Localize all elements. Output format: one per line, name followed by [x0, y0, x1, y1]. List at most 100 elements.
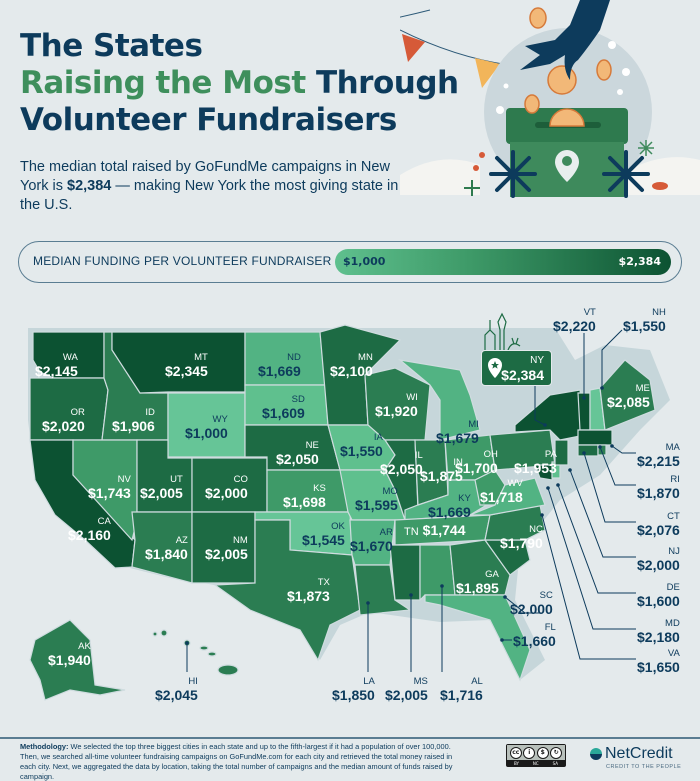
title-line-3: Volunteer Fundraisers [20, 102, 397, 138]
state-abbrev: AL [471, 676, 483, 687]
state-value: $2,215 [637, 452, 680, 469]
state-value: $1,669 [258, 362, 301, 379]
state-abbrev: RI [670, 474, 680, 485]
state-value: $1,700 [455, 459, 498, 476]
state-value: $2,076 [637, 521, 680, 538]
state-label-il: IL $2,050 [380, 451, 423, 476]
callout-lines [186, 329, 636, 672]
state-value: $1,669 [428, 503, 471, 520]
state-label-ma: MA $2,215 [637, 443, 680, 468]
state-label-la: LA $1,850 [332, 677, 375, 702]
state-abbrev: SC [539, 590, 553, 601]
state-abbrev: ME [635, 383, 650, 394]
netcredit-logo[interactable]: NetCredit CREDIT TO THE PEOPLE [590, 745, 681, 770]
bunting-icon [400, 9, 561, 88]
state-fl [424, 594, 531, 682]
state-ct [577, 444, 599, 457]
state-abbrev: WY [212, 414, 228, 425]
state-label-ct: CT $2,076 [637, 512, 680, 537]
state-value: $1,670 [350, 537, 393, 554]
state-value: $2,345 [165, 362, 208, 379]
state-abbrev: NH [652, 307, 666, 318]
state-value: $1,906 [112, 417, 155, 434]
state-ms [389, 544, 421, 601]
state-abbrev: SD [291, 394, 305, 405]
callout-dots [185, 386, 614, 645]
state-label-wy: WY $1,000 [185, 415, 228, 440]
state-value: $2,050 [276, 450, 319, 467]
state-abbrev: MO [382, 486, 398, 497]
state-abbrev: AZ [175, 535, 188, 546]
state-value: $2,020 [42, 417, 85, 434]
state-label-mt: MT $2,345 [165, 353, 208, 378]
state-value: $1,716 [440, 686, 483, 703]
state-abbrev: FL [544, 622, 556, 633]
state-label-ok: OK $1,545 [302, 522, 345, 547]
by-attribution-icon: i [523, 746, 536, 759]
state-label-mn: MN $2,100 [330, 353, 373, 378]
state-abbrev: NC [529, 524, 543, 535]
state-value: $2,005 [205, 545, 248, 562]
state-value: $1,840 [145, 545, 188, 562]
state-ak [29, 619, 126, 701]
coins-icon [524, 7, 612, 127]
state-abbrev: ID [145, 407, 155, 418]
state-label-va: VA $1,650 [637, 649, 680, 674]
state-label-wi: WI $1,920 [375, 393, 418, 418]
legend-max-value: $2,384 [618, 255, 661, 268]
subtitle-text-end: — making New York the most giving state … [20, 178, 399, 213]
state-label-md: MD $2,180 [637, 619, 680, 644]
state-abbrev: OH [483, 449, 498, 460]
legend-label: MEDIAN FUNDING PER VOLUNTEER FUNDRAISER … [33, 254, 351, 268]
state-label-tn: TN $1,744 [404, 523, 466, 539]
creative-commons-badge[interactable]: cc i $ ↻ BY NC SA [506, 744, 566, 767]
state-value: $1,609 [262, 404, 305, 421]
state-abbrev: NJ [668, 546, 680, 557]
state-value: $1,600 [637, 592, 680, 609]
state-abbrev: MA [665, 442, 680, 453]
title-highlight: Raising the Most [20, 65, 306, 101]
state-label-ia: IA $1,550 [340, 433, 383, 458]
state-abbrev: PA [544, 449, 557, 460]
state-abbrev: KY [458, 493, 471, 504]
methodology-text: We selected the top three biggest cities… [20, 742, 453, 781]
state-label-sc: SC $2,000 [510, 591, 553, 616]
state-value: $2,000 [510, 600, 553, 617]
state-abbrev: ND [287, 352, 301, 363]
state-label-ms: MS $2,005 [385, 677, 428, 702]
state-abbrev: IN [453, 457, 463, 468]
state-abbrev: CA [97, 516, 111, 527]
state-tx [213, 519, 361, 662]
state-label-ky: KY $1,669 [428, 494, 471, 519]
state-abbrev: MN [358, 352, 373, 363]
state-value: $1,545 [302, 531, 345, 548]
state-value: $1,550 [340, 442, 383, 459]
legend-min-value: $1,000 [343, 255, 386, 268]
state-label-al: AL $1,716 [440, 677, 483, 702]
state-value: $2,145 [35, 362, 78, 379]
state-abbrev: OR [70, 407, 85, 418]
state-va [469, 477, 546, 516]
state-label-ne: NE $2,050 [276, 441, 319, 466]
hand-icon [520, 0, 610, 80]
state-label-az: AZ $1,840 [145, 536, 188, 561]
state-md [534, 464, 556, 481]
nyc-landmark-icon [484, 312, 521, 351]
map-pin-star-icon [488, 358, 502, 378]
state-abbrev: IA [373, 432, 383, 443]
cc-icon: cc [509, 746, 522, 759]
state-abbrev: MS [413, 676, 428, 687]
state-abbrev: TN [404, 526, 419, 538]
ny-abbrev: NY [530, 355, 544, 366]
state-label-ri: RI $1,870 [637, 475, 680, 500]
state-value: $1,940 [48, 651, 91, 668]
state-abbrev: UT [170, 474, 183, 485]
state-value: $1,550 [623, 317, 666, 334]
state-abbrev: MT [194, 352, 208, 363]
state-value: $1,679 [436, 429, 479, 446]
state-label-or: OR $2,020 [42, 408, 85, 433]
state-hi [152, 629, 239, 676]
state-me [599, 359, 656, 431]
small-snowflake-icon [638, 140, 654, 156]
state-value: $1,650 [637, 658, 680, 675]
